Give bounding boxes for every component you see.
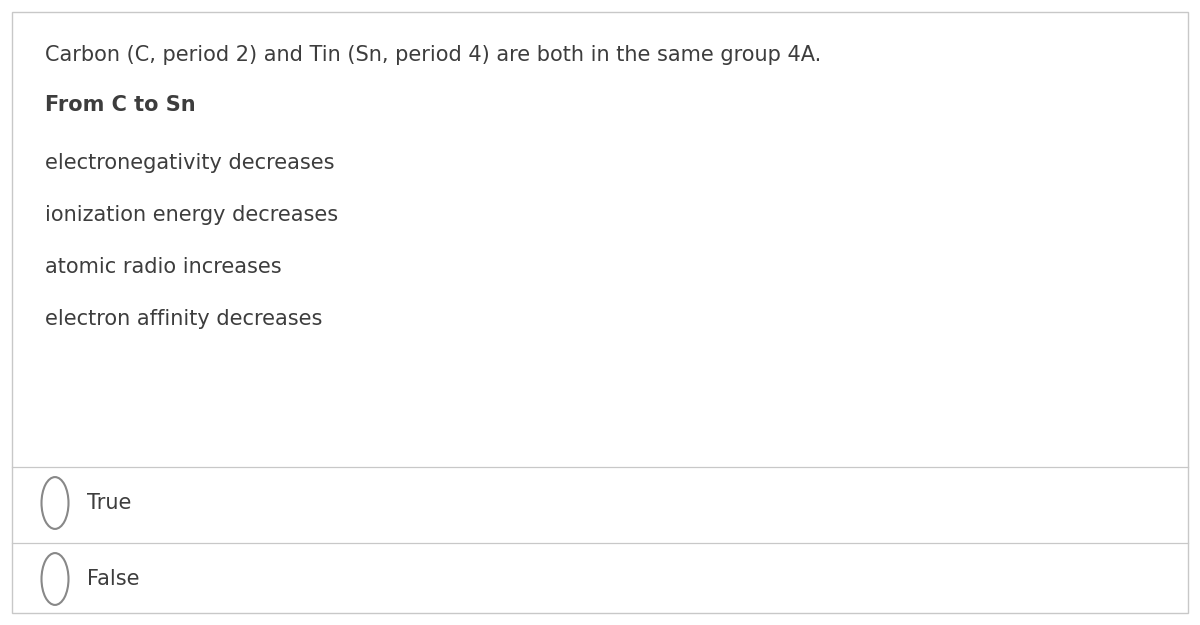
Text: electron affinity decreases: electron affinity decreases bbox=[46, 309, 323, 329]
Text: From C to Sn: From C to Sn bbox=[46, 95, 196, 115]
Text: True: True bbox=[88, 493, 131, 513]
Text: electronegativity decreases: electronegativity decreases bbox=[46, 153, 335, 173]
Text: ionization energy decreases: ionization energy decreases bbox=[46, 205, 338, 225]
Text: False: False bbox=[88, 569, 139, 589]
Text: Carbon (C, period 2) and Tin (Sn, period 4) are both in the same group 4A.: Carbon (C, period 2) and Tin (Sn, period… bbox=[46, 45, 821, 65]
Text: atomic radio increases: atomic radio increases bbox=[46, 257, 282, 277]
FancyBboxPatch shape bbox=[12, 12, 1188, 613]
